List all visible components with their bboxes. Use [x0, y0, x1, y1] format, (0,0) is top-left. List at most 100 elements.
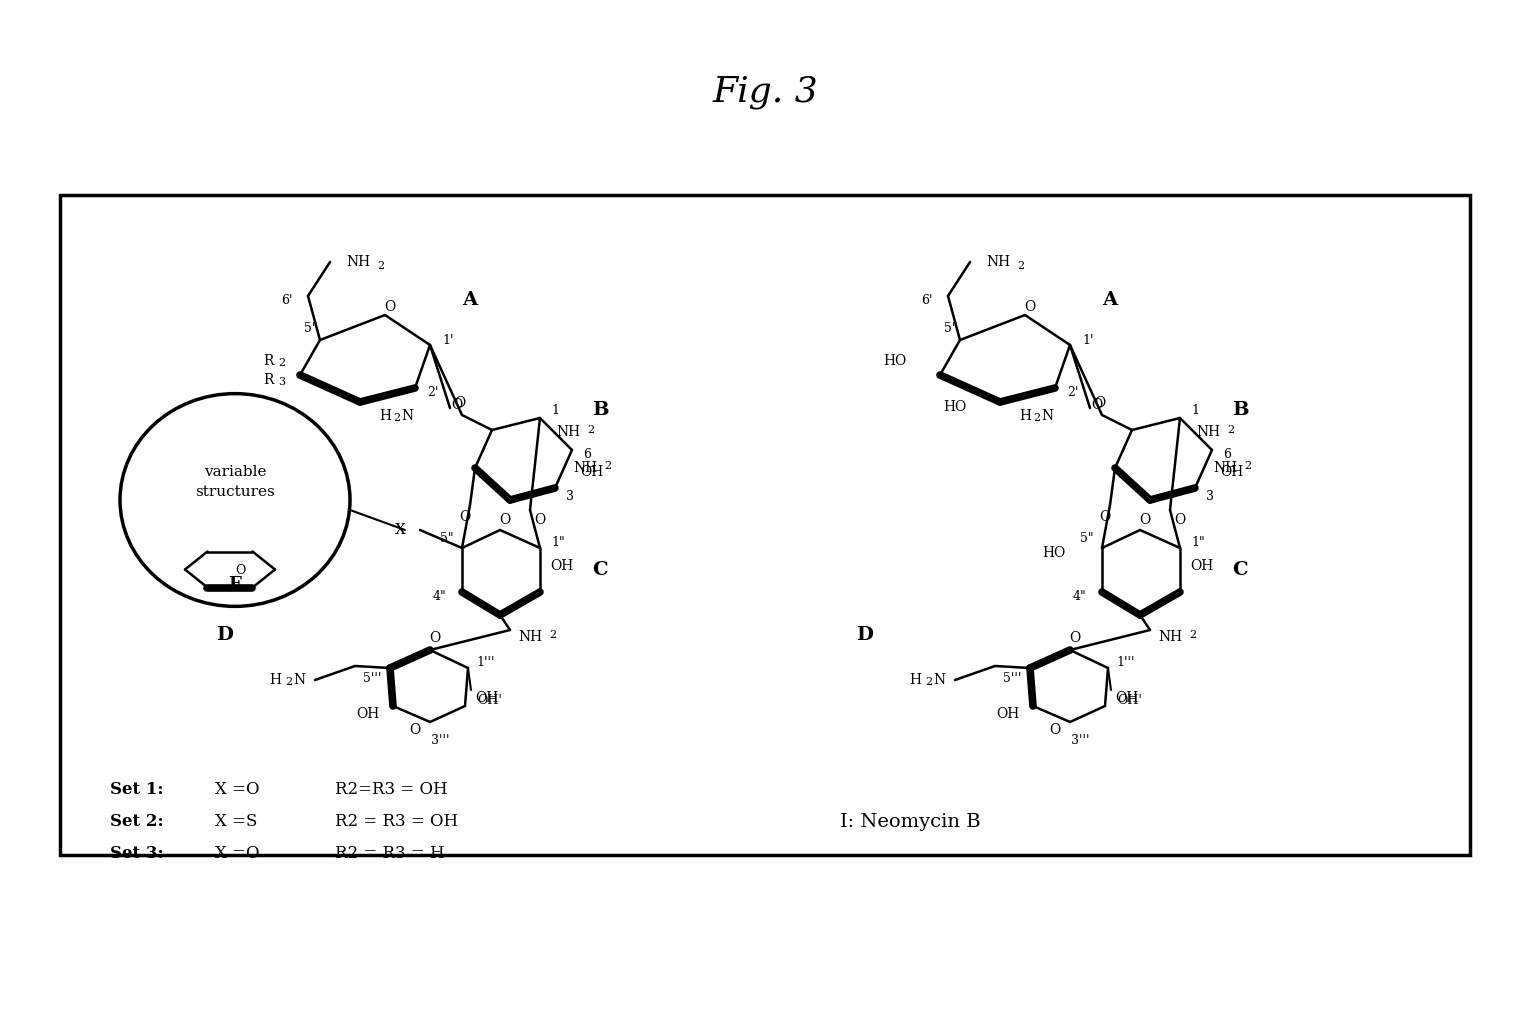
Text: 3''': 3''' [1071, 734, 1089, 746]
Text: OH: OH [996, 707, 1019, 721]
Text: 2: 2 [286, 676, 292, 687]
Text: 5': 5' [944, 322, 956, 334]
Text: 4": 4" [433, 590, 447, 604]
Text: A: A [1103, 291, 1117, 309]
Text: O: O [1094, 396, 1106, 410]
Text: 4": 4" [1073, 590, 1086, 604]
Text: Set 1:: Set 1: [110, 781, 164, 798]
Text: 1: 1 [1190, 404, 1200, 416]
Text: R2=R3 = OH: R2=R3 = OH [335, 781, 448, 798]
Text: O: O [499, 512, 511, 527]
Text: 5": 5" [1080, 532, 1094, 544]
Text: 3: 3 [566, 490, 574, 502]
Text: 1': 1' [1082, 333, 1094, 346]
Text: NH: NH [519, 630, 542, 644]
Text: A: A [462, 291, 477, 309]
Text: 2: 2 [549, 630, 557, 640]
Text: R: R [263, 354, 274, 368]
Text: OH: OH [1115, 691, 1138, 705]
Text: 6': 6' [282, 294, 294, 307]
Text: R2 = R3 = OH: R2 = R3 = OH [335, 814, 457, 830]
Text: 2: 2 [1017, 261, 1025, 271]
Text: NH: NH [555, 425, 580, 439]
Text: O: O [459, 510, 471, 524]
Text: D: D [217, 626, 234, 644]
Text: 3: 3 [1206, 490, 1213, 502]
Text: HO: HO [1042, 546, 1065, 560]
Text: OH': OH' [1117, 694, 1143, 706]
Text: OH: OH [1221, 465, 1244, 479]
Text: Set 2:: Set 2: [110, 814, 164, 830]
Text: N: N [292, 673, 304, 687]
Text: I: Neomycin B: I: Neomycin B [840, 813, 981, 831]
Text: Set 3:: Set 3: [110, 846, 164, 862]
Text: NH: NH [572, 461, 597, 475]
Text: R2 = R3 = H: R2 = R3 = H [335, 846, 445, 862]
Text: C: C [592, 561, 607, 579]
Text: 6: 6 [583, 449, 591, 461]
Text: OH: OH [551, 559, 574, 573]
Text: X =O: X =O [216, 846, 260, 862]
Text: 6: 6 [1222, 449, 1232, 461]
Text: X =S: X =S [216, 814, 257, 830]
Text: 1: 1 [551, 404, 558, 416]
Text: X: X [395, 523, 405, 537]
Text: O: O [1100, 510, 1111, 524]
Text: 5': 5' [304, 322, 315, 334]
Text: N: N [1040, 409, 1053, 423]
Text: 2: 2 [1189, 630, 1196, 640]
Text: O: O [1091, 398, 1103, 412]
Text: NH: NH [1213, 461, 1238, 475]
Text: R: R [263, 373, 274, 387]
Text: H: H [909, 673, 921, 687]
Text: OH: OH [1190, 559, 1213, 573]
Text: O: O [454, 396, 465, 410]
Text: 5''': 5''' [1002, 671, 1021, 685]
Text: B: B [592, 401, 609, 419]
Text: O: O [410, 723, 421, 737]
Text: H: H [1019, 409, 1031, 423]
Bar [60, 195, 1470, 855]
Text: D: D [857, 626, 874, 644]
Text: 1''': 1''' [1117, 656, 1135, 669]
Text: HO: HO [944, 400, 967, 414]
Text: 2: 2 [1227, 425, 1235, 435]
Text: 1''': 1''' [477, 656, 496, 669]
Text: 2: 2 [1033, 413, 1040, 423]
Text: Fig. 3: Fig. 3 [711, 75, 819, 109]
Text: NH: NH [1196, 425, 1219, 439]
Text: O: O [1025, 300, 1036, 314]
Text: H: H [269, 673, 282, 687]
Text: NH: NH [346, 255, 370, 269]
Text: 5": 5" [441, 532, 454, 544]
Text: OH: OH [580, 465, 604, 479]
Text: 2: 2 [1244, 461, 1252, 472]
Text: 1': 1' [442, 333, 454, 346]
Text: 2: 2 [378, 261, 384, 271]
Text: O: O [1140, 512, 1151, 527]
Text: E: E [228, 576, 242, 594]
Text: 6': 6' [921, 294, 933, 307]
Text: N: N [401, 409, 413, 423]
Text: 2: 2 [393, 413, 401, 423]
Text: NH: NH [1158, 630, 1183, 644]
Text: 3: 3 [278, 377, 286, 387]
Text: O: O [1069, 631, 1080, 645]
Text: H: H [379, 409, 392, 423]
Text: O: O [534, 512, 546, 527]
Text: O: O [384, 300, 396, 314]
Text: N: N [933, 673, 946, 687]
Text: 2: 2 [278, 358, 286, 368]
Text: 2: 2 [604, 461, 612, 472]
Text: 1": 1" [551, 536, 565, 549]
Text: variable: variable [203, 465, 266, 479]
Text: O: O [234, 564, 245, 576]
Text: O: O [451, 398, 462, 412]
Text: 2': 2' [1068, 386, 1079, 400]
Text: 5''': 5''' [363, 671, 381, 685]
Text: OH: OH [356, 707, 379, 721]
Text: O: O [430, 631, 441, 645]
Text: 1": 1" [1192, 536, 1204, 549]
Text: C: C [1232, 561, 1248, 579]
Text: 3''': 3''' [431, 734, 450, 746]
